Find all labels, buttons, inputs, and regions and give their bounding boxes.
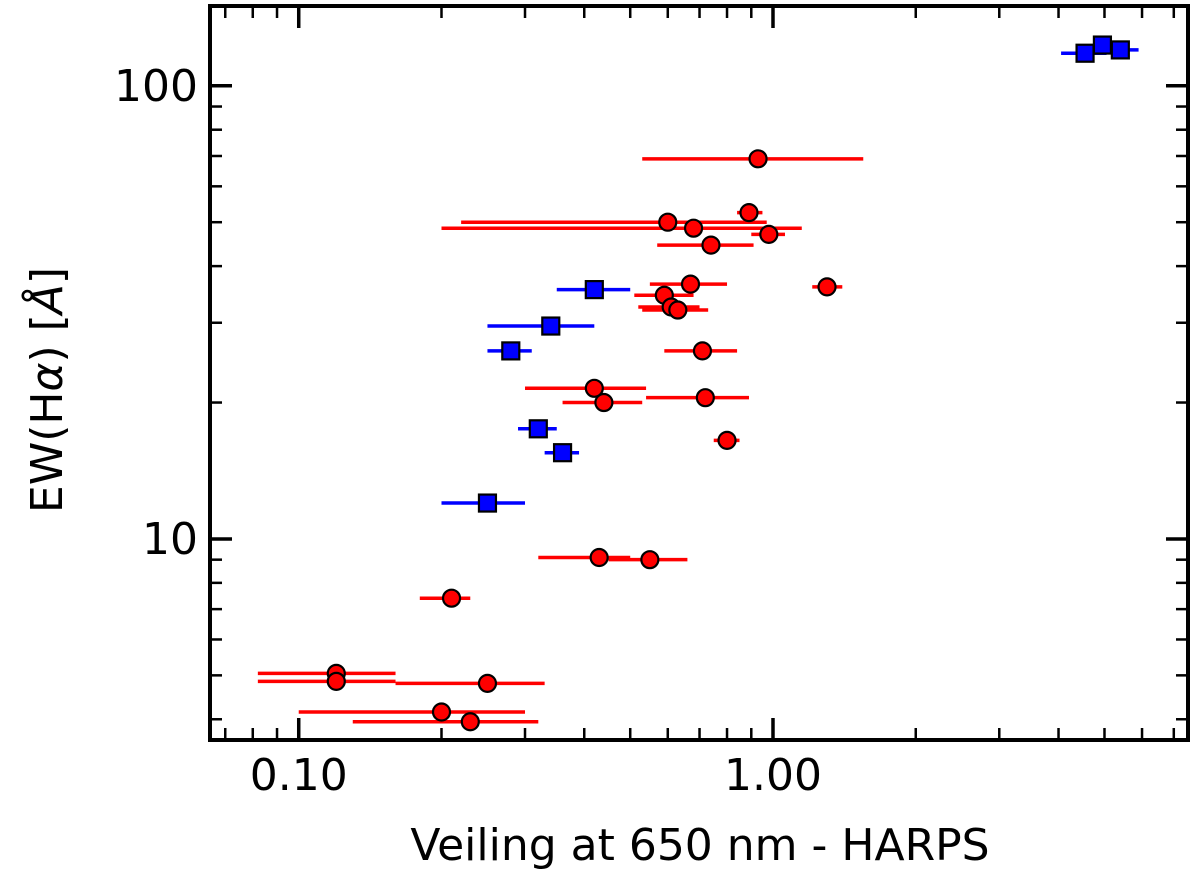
data-markers xyxy=(326,35,1130,732)
red-circles-point xyxy=(759,224,779,244)
y-label-unit: Å xyxy=(20,284,73,317)
red-circles-point xyxy=(460,712,480,732)
red-circles-point xyxy=(748,149,768,169)
blue-squares-point xyxy=(1110,40,1130,60)
red-circles-point xyxy=(477,673,498,693)
blue-squares-point xyxy=(541,316,561,336)
red-circles-point xyxy=(683,218,704,238)
blue-squares-point xyxy=(477,493,498,513)
minor-ticks xyxy=(210,6,1188,740)
plot-frame xyxy=(208,4,1190,742)
y-axis-label: EW(Hα) [Å] xyxy=(20,267,73,513)
blue-squares-point xyxy=(552,443,573,463)
y-label-prefix: EW(H xyxy=(22,392,73,514)
y-label-suffix: ) [ xyxy=(22,314,73,362)
x-tick-label: 1.00 xyxy=(724,750,822,801)
red-circles-point xyxy=(701,235,721,255)
red-circles-point xyxy=(594,392,614,413)
red-circles-point xyxy=(817,277,837,297)
x-tick-label: 0.10 xyxy=(250,750,348,801)
red-circles-point xyxy=(640,550,660,570)
red-circles-point xyxy=(431,702,452,722)
red-circles-point xyxy=(326,671,346,691)
blue-squares-point xyxy=(1092,35,1113,55)
error-bars xyxy=(257,43,1139,724)
red-circles-point xyxy=(441,588,462,608)
red-circles-point xyxy=(739,203,759,223)
blue-squares-point xyxy=(501,341,521,361)
blue-squares-point xyxy=(584,280,604,300)
red-circles-point xyxy=(717,430,737,450)
red-circles-point xyxy=(695,388,715,408)
tick-labels: 0.10 1.00 10 100 xyxy=(114,61,822,801)
red-circles-point xyxy=(658,212,678,232)
blue-squares-point xyxy=(1075,43,1095,63)
y-label-close: ] xyxy=(22,267,73,284)
x-axis-label: Veiling at 650 nm - HARPS xyxy=(410,820,989,871)
y-tick-label: 100 xyxy=(114,61,198,112)
red-circles-point xyxy=(692,341,713,361)
red-circles-point xyxy=(584,378,604,398)
red-circles-point xyxy=(668,300,688,320)
y-tick-label: 10 xyxy=(142,514,198,565)
red-circles-point xyxy=(680,274,701,294)
blue-squares-point xyxy=(528,419,548,439)
major-ticks xyxy=(210,6,1188,740)
red-circles-point xyxy=(589,547,609,568)
y-label-alpha: α xyxy=(22,363,73,392)
